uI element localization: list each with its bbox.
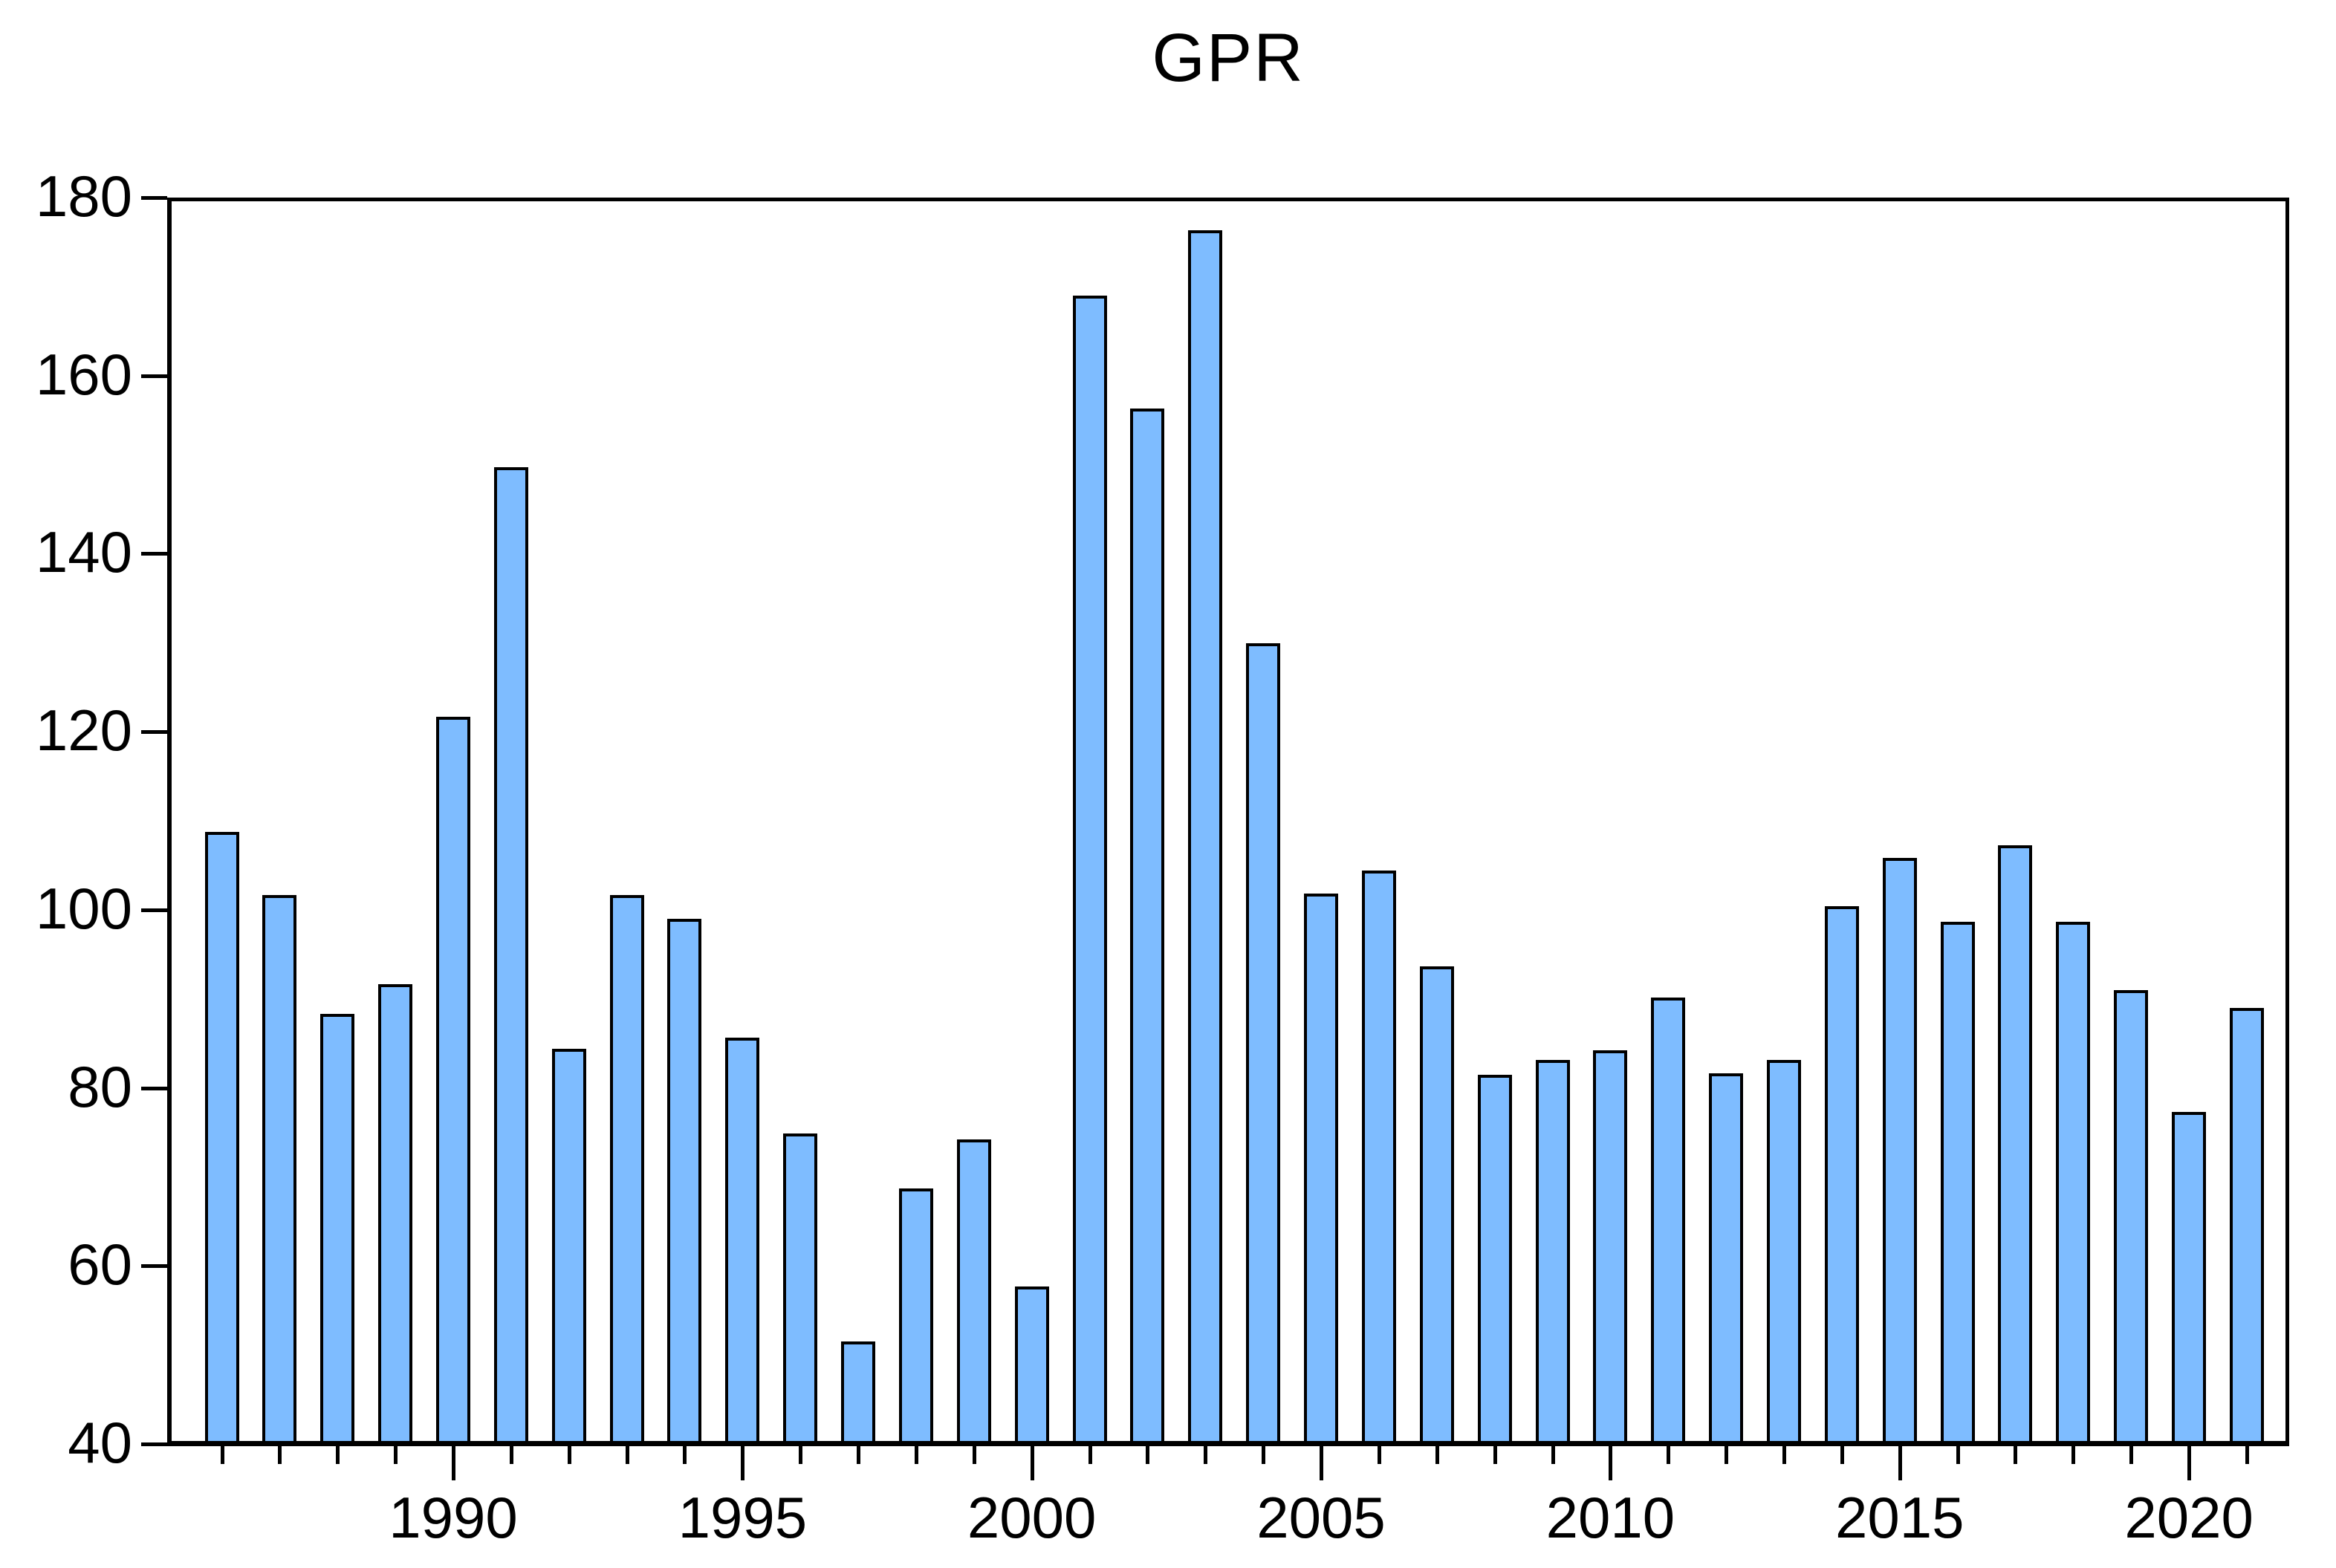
- x-axis-label-2005: 2005: [1256, 1485, 1386, 1550]
- bar-2000: [1014, 1286, 1049, 1441]
- bar-1992: [551, 1049, 586, 1441]
- x-axis-major-tick-2010: [1609, 1446, 1613, 1480]
- x-axis-minor-tick-2004: [1262, 1446, 1266, 1464]
- x-axis-minor-tick-1992: [567, 1446, 571, 1464]
- y-axis-tick-180: [141, 196, 167, 200]
- x-axis-minor-tick-1987: [278, 1446, 282, 1464]
- x-axis-minor-tick-2013: [1782, 1446, 1786, 1464]
- bar-1996: [783, 1133, 818, 1441]
- bar-1988: [320, 1014, 355, 1441]
- x-axis-minor-tick-1986: [220, 1446, 224, 1464]
- x-axis-minor-tick-2017: [2014, 1446, 2018, 1464]
- bar-1990: [435, 717, 470, 1441]
- x-axis-minor-tick-2009: [1551, 1446, 1555, 1464]
- bar-1991: [493, 467, 528, 1441]
- x-axis-minor-tick-1988: [336, 1446, 340, 1464]
- bar-1989: [378, 984, 413, 1441]
- x-axis-minor-tick-2011: [1667, 1446, 1671, 1464]
- bar-1999: [956, 1139, 991, 1441]
- y-axis-label-60: 60: [68, 1232, 132, 1298]
- x-axis-major-tick-2020: [2187, 1446, 2192, 1480]
- x-axis-label-2020: 2020: [2124, 1485, 2254, 1550]
- plot-area: [167, 198, 2289, 1446]
- bar-2009: [1535, 1060, 1570, 1441]
- x-axis-minor-tick-1991: [509, 1446, 513, 1464]
- bar-2004: [1246, 643, 1281, 1441]
- bar-2005: [1304, 894, 1339, 1441]
- y-axis-tick-80: [141, 1086, 167, 1090]
- x-axis-major-tick-1990: [451, 1446, 455, 1480]
- x-axis-minor-tick-2019: [2129, 1446, 2134, 1464]
- x-axis-minor-tick-2016: [1956, 1446, 1960, 1464]
- x-axis-label-1990: 1990: [389, 1485, 518, 1550]
- chart-title: GPR: [1152, 20, 1305, 96]
- x-axis-minor-tick-2002: [1146, 1446, 1150, 1464]
- bar-1995: [725, 1038, 760, 1441]
- bar-1998: [898, 1188, 933, 1441]
- x-axis-label-1995: 1995: [678, 1485, 808, 1550]
- y-axis-tick-40: [141, 1442, 167, 1446]
- x-axis-minor-tick-2003: [1204, 1446, 1208, 1464]
- y-axis-tick-120: [141, 730, 167, 735]
- x-axis-minor-tick-1989: [394, 1446, 398, 1464]
- bar-2015: [1882, 858, 1917, 1441]
- x-axis-minor-tick-2006: [1377, 1446, 1381, 1464]
- bar-2010: [1593, 1050, 1628, 1441]
- x-axis-minor-tick-2007: [1435, 1446, 1439, 1464]
- bar-2019: [2114, 990, 2149, 1441]
- x-axis-major-tick-2015: [1898, 1446, 1902, 1480]
- x-axis-minor-tick-2008: [1493, 1446, 1497, 1464]
- bar-2002: [1130, 409, 1165, 1441]
- x-axis-minor-tick-1993: [625, 1446, 629, 1464]
- bar-1994: [667, 919, 702, 1441]
- bar-1987: [262, 895, 297, 1441]
- bar-2013: [1766, 1060, 1801, 1441]
- x-axis-minor-tick-2012: [1725, 1446, 1729, 1464]
- x-axis-minor-tick-1999: [972, 1446, 976, 1464]
- x-axis-minor-tick-1994: [683, 1446, 687, 1464]
- y-axis-tick-160: [141, 374, 167, 378]
- x-axis-minor-tick-1997: [857, 1446, 861, 1464]
- x-axis-major-tick-2000: [1030, 1446, 1034, 1480]
- plot-inner: [172, 201, 2285, 1441]
- y-axis-label-40: 40: [68, 1410, 132, 1475]
- y-axis-tick-100: [141, 908, 167, 912]
- bar-1986: [204, 832, 239, 1441]
- y-axis-label-80: 80: [68, 1053, 132, 1119]
- bar-2008: [1477, 1075, 1512, 1441]
- x-axis-minor-tick-2018: [2071, 1446, 2076, 1464]
- x-axis-label-2010: 2010: [1545, 1485, 1675, 1550]
- x-axis-minor-tick-1996: [799, 1446, 803, 1464]
- bar-2001: [1072, 296, 1107, 1441]
- bar-2014: [1824, 906, 1859, 1441]
- bar-1993: [609, 895, 644, 1441]
- x-axis-major-tick-1995: [741, 1446, 745, 1480]
- y-axis-tick-60: [141, 1264, 167, 1269]
- y-axis-tick-140: [141, 552, 167, 556]
- bar-2011: [1651, 998, 1686, 1441]
- bar-2021: [2229, 1008, 2264, 1441]
- y-axis-label-100: 100: [35, 875, 132, 941]
- y-axis-label-180: 180: [35, 163, 132, 229]
- bar-2012: [1709, 1073, 1744, 1441]
- x-axis-major-tick-2005: [1320, 1446, 1324, 1480]
- bar-2016: [1940, 922, 1975, 1441]
- x-axis-minor-tick-2014: [1840, 1446, 1844, 1464]
- bar-2003: [1188, 230, 1223, 1441]
- bar-2020: [2172, 1112, 2207, 1441]
- x-axis-label-2015: 2015: [1834, 1485, 1964, 1550]
- x-axis-minor-tick-2001: [1088, 1446, 1092, 1464]
- bar-2007: [1419, 966, 1454, 1441]
- bar-1997: [841, 1341, 876, 1441]
- x-axis-minor-tick-1998: [914, 1446, 918, 1464]
- y-axis-label-140: 140: [35, 519, 132, 585]
- bar-2017: [1998, 845, 2033, 1441]
- y-axis-label-160: 160: [35, 341, 132, 407]
- y-axis-label-120: 120: [35, 697, 132, 764]
- bar-2006: [1361, 871, 1396, 1441]
- x-axis-label-2000: 2000: [967, 1485, 1097, 1550]
- x-axis-minor-tick-2021: [2245, 1446, 2249, 1464]
- bar-2018: [2056, 922, 2091, 1441]
